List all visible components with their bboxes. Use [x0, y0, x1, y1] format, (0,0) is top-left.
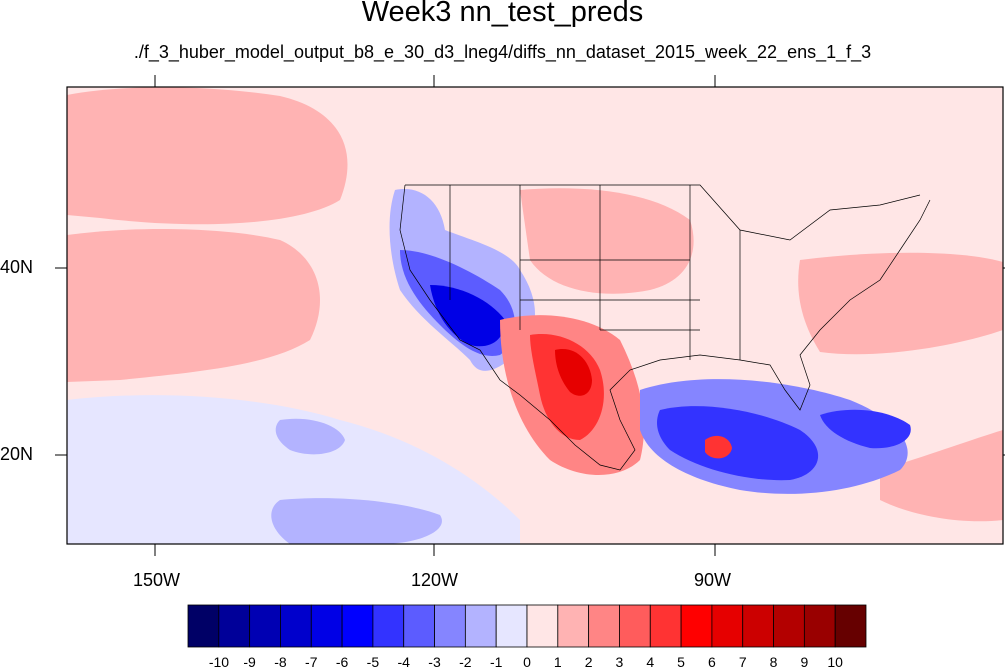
- colorbar-swatch: [372, 604, 405, 648]
- colorbar-swatch: [495, 604, 528, 648]
- map-frame: [66, 86, 1004, 545]
- colorbar-swatch: [187, 604, 220, 648]
- colorbar-label: 7: [738, 654, 747, 670]
- colorbar-label: 1: [553, 654, 562, 670]
- colorbar-label: -8: [274, 654, 287, 670]
- colorbar-label: -3: [428, 654, 441, 670]
- colorbar-swatch: [464, 604, 497, 648]
- colorbar-label: -10: [208, 654, 230, 670]
- colorbar-label: -5: [366, 654, 380, 670]
- colorbar-label: 8: [769, 654, 778, 670]
- plot-subtitle: ./f_3_huber_model_output_b8_e_30_d3_lneg…: [133, 42, 872, 62]
- axis-ticks: [55, 75, 1005, 556]
- colorbar-swatch: [280, 604, 312, 648]
- colorbar-swatch: [773, 604, 805, 648]
- colorbar-label: -2: [459, 654, 472, 670]
- colorbar-label: 9: [800, 654, 809, 670]
- colorbar-swatch: [619, 604, 651, 648]
- lon-label-150w: 150W: [133, 570, 181, 590]
- colorbar-swatch: [218, 604, 251, 648]
- colorbar: [187, 604, 867, 648]
- colorbar-label: 2: [584, 654, 593, 670]
- colorbar-swatch: [588, 604, 620, 648]
- colorbar-swatch: [557, 604, 590, 648]
- plot-title: Week3 nn_test_preds: [361, 0, 644, 28]
- colorbar-label: -4: [397, 654, 410, 670]
- colorbar-label: 5: [677, 654, 685, 670]
- colorbar-label: -6: [335, 654, 349, 670]
- lat-label-20n: 20N: [0, 444, 34, 464]
- colorbar-swatch: [742, 604, 774, 648]
- colorbar-swatch: [310, 604, 343, 648]
- colorbar-label: 3: [615, 654, 624, 670]
- colorbar-swatch: [803, 604, 836, 648]
- colorbar-label: 6: [708, 654, 716, 670]
- colorbar-label: -1: [489, 654, 503, 670]
- colorbar-swatch: [403, 604, 435, 648]
- anomaly-field: [67, 87, 1003, 544]
- colorbar-swatch: [680, 604, 713, 648]
- colorbar-swatch: [526, 604, 559, 648]
- coastlines: [399, 184, 931, 471]
- lon-label-90w: 90W: [694, 570, 732, 590]
- colorbar-swatch: [711, 604, 744, 648]
- colorbar-label: -9: [243, 654, 256, 670]
- colorbar-swatch: [341, 604, 374, 648]
- colorbar-swatch: [834, 604, 867, 648]
- lon-label-120w: 120W: [411, 570, 459, 590]
- colorbar-swatch: [434, 604, 466, 648]
- colorbar-label: 0: [523, 654, 531, 670]
- colorbar-label: -7: [305, 654, 318, 670]
- colorbar-swatch: [249, 604, 281, 648]
- colorbar-swatch: [649, 604, 682, 648]
- lat-label-40n: 40N: [0, 257, 34, 277]
- colorbar-label: 10: [827, 654, 843, 670]
- colorbar-label: 4: [646, 654, 655, 670]
